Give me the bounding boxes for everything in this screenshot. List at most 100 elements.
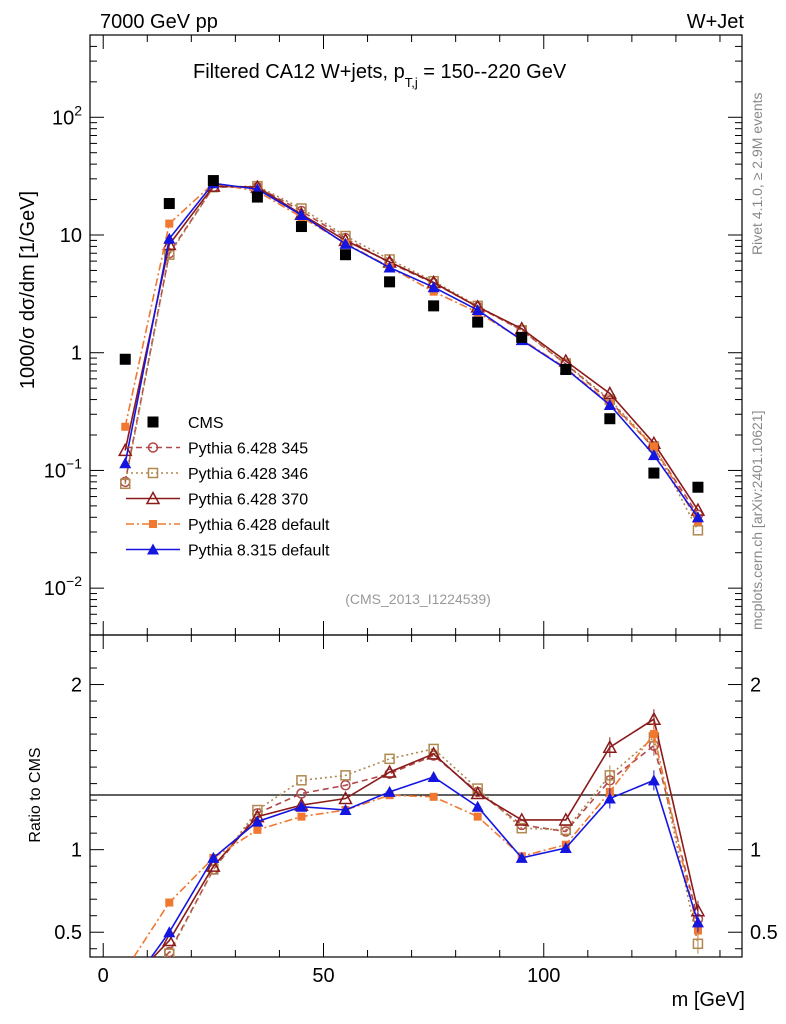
ratio-point-pythia-6-428-346: [252, 804, 263, 816]
ratio-point-pythia-6-428-default: [297, 812, 306, 821]
main-point-cms: [516, 331, 528, 343]
plot-title-main: Filtered CA12 W+jets, p: [193, 61, 405, 83]
ratio-point-pythia-6-428-370: [382, 764, 397, 778]
main-point-pythia-8-315-default: [603, 398, 616, 410]
main-point-cms: [163, 198, 175, 210]
ratio-point-pythia-6-428-346: [296, 775, 307, 786]
legend-label-pythia-6-428-346: Pythia 6.428 346: [188, 466, 308, 483]
x-tick-label: 50: [312, 965, 334, 987]
ratio-y-tick-label-left: 1: [71, 840, 82, 862]
ratio-point-pythia-6-428-370: [119, 981, 131, 992]
ratio-ylabel: Ratio to CMS: [27, 747, 44, 842]
ratio-series-pythia-8-315-default: [150, 770, 704, 957]
main-point-pythia-8-315-default: [339, 237, 352, 249]
plot-title: Filtered CA12 W+jets, pT,j = 150--220 Ge…: [193, 61, 567, 90]
ratio-point-pythia-6-428-default: [473, 812, 482, 821]
main-point-cms: [295, 221, 307, 233]
main-point-pythia-8-315-default: [251, 183, 264, 195]
main-point-pythia-6-428-370: [162, 236, 177, 251]
ratio-y-tick-label-right: 1: [750, 840, 761, 862]
main-point-cms: [472, 316, 484, 328]
ratio-panel-frame: [89, 634, 743, 958]
ratio-point-pythia-6-428-default: [649, 730, 658, 739]
ratio-point-pythia-8-315-default: [251, 815, 264, 827]
main-y-tick-label: 102: [52, 102, 82, 129]
ratio-point-pythia-6-428-345: [121, 995, 130, 1004]
main-point-cms: [428, 300, 440, 312]
main-point-pythia-6-428-370: [602, 385, 618, 400]
legend-marker-pythia-6-428-345: [147, 442, 159, 453]
legend-entry-pythia-6-428-default: Pythia 6.428 default: [126, 517, 330, 534]
ratio-point-pythia-6-428-default: [121, 966, 129, 974]
legend-label-pythia-8-315-default: Pythia 8.315 default: [188, 543, 330, 560]
main-point-cms: [560, 364, 572, 376]
ratio-point-pythia-8-315-default: [339, 804, 352, 816]
ratio-y-tick-label-left: 0.5: [54, 922, 82, 944]
ratio-point-pythia-6-428-370: [514, 812, 529, 826]
x-tick-label: 0: [98, 965, 109, 987]
header-process-label: 7000 GeV pp: [100, 11, 218, 33]
ratio-y-tick-label-right: 0.5: [750, 922, 778, 944]
axis-tick-labels: 10−2 10−1 1 10 102 0.5 0.5 1 1 2 2 0 50 100: [44, 102, 778, 987]
main-y-tick-label: 10−2: [44, 573, 82, 600]
ratio-line-pythia-6-428-346: [165, 735, 699, 957]
rivet-version-label: Rivet 4.1.0, ≥ 2.9M events: [749, 92, 765, 255]
main-point-pythia-6-428-default: [121, 422, 130, 431]
ratio-line-pythia-6-428-default: [132, 732, 699, 957]
ratio-point-pythia-8-315-default: [691, 916, 704, 928]
main-point-cms: [384, 276, 396, 288]
axis-ticks: [90, 34, 742, 957]
legend-entry-cms: CMS: [147, 415, 224, 432]
main-series-pythia-6-428-370: [117, 178, 706, 516]
main-line-pythia-8-315-default: [124, 182, 699, 518]
main-y-tick-label: 1: [71, 343, 82, 365]
main-point-pythia-8-315-default: [295, 208, 308, 220]
ratio-series-pythia-6-428-default: [121, 724, 702, 974]
legend-label-pythia-6-428-default: Pythia 6.428 default: [188, 517, 330, 534]
main-point-pythia-6-428-default: [649, 442, 658, 451]
legend-marker-pythia-6-428-default: [149, 520, 157, 528]
ratio-point-pythia-8-315-default: [603, 792, 616, 804]
ratio-point-pythia-6-428-370: [470, 785, 485, 800]
main-point-cms: [251, 191, 263, 203]
main-point-cms: [604, 413, 616, 425]
main-point-cms: [648, 467, 660, 479]
ratio-point-pythia-6-428-default: [253, 825, 262, 834]
legend-label-pythia-6-428-345: Pythia 6.428 345: [188, 441, 308, 458]
ratio-point-pythia-6-428-370: [206, 858, 221, 872]
legend-entry-pythia-6-428-370: Pythia 6.428 370: [126, 490, 308, 509]
main-y-tick-label: 10−1: [44, 455, 82, 482]
legend-marker-pythia-6-428-346: [147, 467, 159, 479]
main-point-pythia-8-315-default: [691, 511, 704, 523]
ratio-line-pythia-6-428-370: [152, 717, 699, 957]
main-y-tick-label: 10: [60, 225, 82, 247]
ratio-point-pythia-6-428-370: [558, 812, 574, 826]
main-point-pythia-6-428-346: [119, 478, 131, 490]
mcplots-citation-label: mcplots.cern.ch [arXiv:2401.10621]: [749, 411, 765, 630]
legend-marker-pythia-6-428-370: [145, 490, 161, 505]
main-ylabel: 1000/σ dσ/dm [1/GeV]: [17, 191, 39, 389]
ratio-point-pythia-6-428-346: [516, 822, 527, 834]
legend-marker-cms: [147, 416, 159, 428]
ratio-point-pythia-6-428-370: [338, 790, 353, 805]
ratio-point-pythia-8-315-default: [471, 800, 484, 812]
main-line-pythia-6-428-370: [124, 185, 699, 511]
ratio-point-pythia-6-428-370: [162, 932, 177, 947]
ratio-point-pythia-8-315-default: [515, 851, 528, 863]
ratio-point-pythia-8-315-default: [207, 851, 220, 863]
ratio-point-pythia-6-428-346: [384, 753, 395, 765]
main-point-pythia-8-315-default: [471, 304, 484, 316]
reference-label: (CMS_2013_I1224539): [345, 591, 491, 607]
ratio-point-pythia-6-428-346: [340, 770, 351, 781]
ratio-point-pythia-6-428-default: [165, 898, 174, 907]
ratio-y-tick-label-left: 2: [71, 675, 82, 697]
ratio-series-group: [119, 709, 706, 1004]
legend-label-pythia-6-428-370: Pythia 6.428 370: [188, 492, 308, 509]
ratio-point-pythia-6-428-346: [164, 948, 175, 957]
legend-entry-pythia-6-428-345: Pythia 6.428 345: [126, 441, 308, 458]
legend-marker-pythia-8-315-default: [147, 543, 159, 555]
ratio-point-pythia-8-315-default: [295, 800, 308, 812]
legend: CMS Pythia 6.428 345 Pythia 6.428 346 Pythi…: [126, 415, 330, 560]
main-point-pythia-6-428-default: [165, 219, 174, 228]
